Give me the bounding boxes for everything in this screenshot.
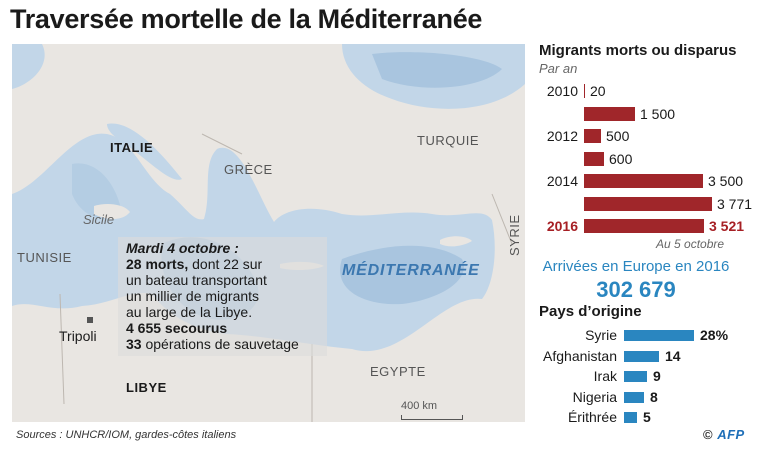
- label-egypte: EGYPTE: [370, 364, 426, 379]
- deaths-row: 2012 500: [530, 125, 768, 147]
- origin-country-label: Irak: [593, 368, 617, 384]
- info-line3: un millier de migrants: [126, 288, 260, 304]
- deaths-chart-subtitle: Par an: [539, 61, 578, 76]
- adriatic-shape: [107, 123, 182, 180]
- deaths-value-label: 600: [609, 150, 633, 167]
- origin-chart-title: Pays d’origine: [539, 303, 642, 320]
- deaths-value-label: 3 500: [708, 173, 744, 189]
- deaths-year-label: 2010: [546, 83, 578, 99]
- origin-row: Nigeria 8: [528, 387, 768, 407]
- origin-value-label: 8: [650, 388, 658, 405]
- scale-bar: [401, 415, 463, 420]
- deaths-bar: [584, 174, 703, 188]
- origin-country-label: Afghanistan: [543, 347, 617, 364]
- deaths-chart-title: Migrants morts ou disparus: [539, 42, 737, 59]
- tripoli-marker: [87, 317, 93, 323]
- ligurian-shape: [12, 44, 45, 89]
- deaths-row: 600: [530, 148, 768, 170]
- deaths-year-label: 2014: [546, 173, 578, 189]
- label-italie: ITALIE: [110, 140, 154, 155]
- origin-row: Syrie 28%: [528, 325, 768, 345]
- info-ops-rest: opérations de sauvetage: [141, 336, 299, 352]
- label-turquie: TURQUIE: [417, 133, 479, 148]
- deaths-value-label: 3 521: [709, 218, 745, 234]
- origin-country-label: Syrie: [585, 327, 617, 343]
- deaths-bar: [584, 196, 712, 211]
- deaths-row: 1 500: [530, 103, 768, 125]
- map: ITALIE GRÈCE TURQUIE TUNISIE LIBYE EGYPT…: [12, 44, 525, 422]
- label-tripoli: Tripoli: [59, 328, 97, 344]
- origin-bar: [624, 371, 647, 382]
- deaths-value-label: 1 500: [640, 105, 676, 122]
- deaths-bar: [584, 84, 585, 98]
- info-deaths-rest: dont 22 sur: [188, 256, 263, 272]
- info-date: Mardi 4 octobre :: [126, 240, 239, 256]
- arrivals-value: 302 679: [596, 277, 676, 302]
- origin-country-label: Érithrée: [567, 409, 617, 425]
- deaths-chart-note: Au 5 octobre: [656, 237, 725, 251]
- origin-value-label: 14: [665, 347, 681, 364]
- deaths-bar: [584, 151, 604, 166]
- origin-bar: [624, 391, 644, 403]
- cyprus-shape: [440, 236, 472, 247]
- origin-bar: [624, 412, 637, 423]
- label-libye: LIBYE: [126, 380, 167, 395]
- info-box: Mardi 4 octobre : 28 morts, dont 22 sur …: [118, 237, 327, 356]
- deaths-bar: [584, 106, 635, 121]
- origin-row: Afghanistan 14: [528, 346, 768, 366]
- arrivals-label: Arrivées en Europe en 2016: [542, 258, 730, 275]
- label-grece: GRÈCE: [224, 162, 273, 177]
- info-deaths: 28 morts,: [126, 256, 189, 272]
- deaths-bar: [584, 219, 704, 233]
- label-mediterranee: MÉDITERRANÉE: [342, 262, 480, 279]
- origin-value-label: 9: [653, 368, 661, 384]
- sicily-shape: [94, 204, 130, 219]
- info-rescued: 4 655 secourus: [126, 320, 228, 336]
- deaths-row: 2014 3 500: [530, 170, 768, 192]
- info-line4: au large de la Libye.: [126, 304, 253, 320]
- origin-value-label: 28%: [700, 327, 729, 343]
- label-tunisie: TUNISIE: [17, 250, 72, 265]
- deaths-row: 2010 20: [530, 80, 768, 102]
- info-ops-count: 33: [126, 336, 142, 352]
- credit-copyright: ©: [703, 427, 714, 442]
- origin-value-label: 5: [643, 409, 651, 425]
- map-shapes: [12, 44, 525, 422]
- black-sea-deep-shape: [372, 52, 502, 88]
- afp-credit: © AFP: [703, 427, 745, 442]
- scale-label: 400 km: [401, 400, 438, 412]
- deaths-value-label: 500: [606, 128, 630, 144]
- border-lines: [59, 133, 513, 422]
- origin-row: Irak 9: [528, 366, 768, 386]
- origin-country-label: Nigeria: [572, 388, 617, 405]
- label-sicile: Sicile: [83, 212, 115, 227]
- afp-logo: AFP: [717, 427, 745, 442]
- label-syrie: SYRIE: [507, 214, 522, 256]
- deep-basin-east-shape: [340, 245, 464, 305]
- origin-bar: [624, 330, 694, 341]
- deaths-row: 2016 3 521: [530, 215, 768, 237]
- deaths-value-label: 3 771: [717, 195, 753, 212]
- page-title: Traversée mortelle de la Méditerranée: [10, 4, 483, 34]
- origin-row: Érithrée 5: [528, 407, 768, 427]
- origin-bar: [624, 350, 659, 362]
- deaths-bar: [584, 129, 601, 143]
- deaths-row: 3 771: [530, 193, 768, 215]
- sources: Sources : UNHCR/IOM, gardes-côtes italie…: [16, 429, 237, 441]
- info-line2: un bateau transportant: [126, 272, 267, 288]
- deaths-year-label: 2016: [546, 218, 578, 234]
- deaths-year-label: 2012: [546, 128, 578, 144]
- deaths-value-label: 20: [590, 83, 606, 99]
